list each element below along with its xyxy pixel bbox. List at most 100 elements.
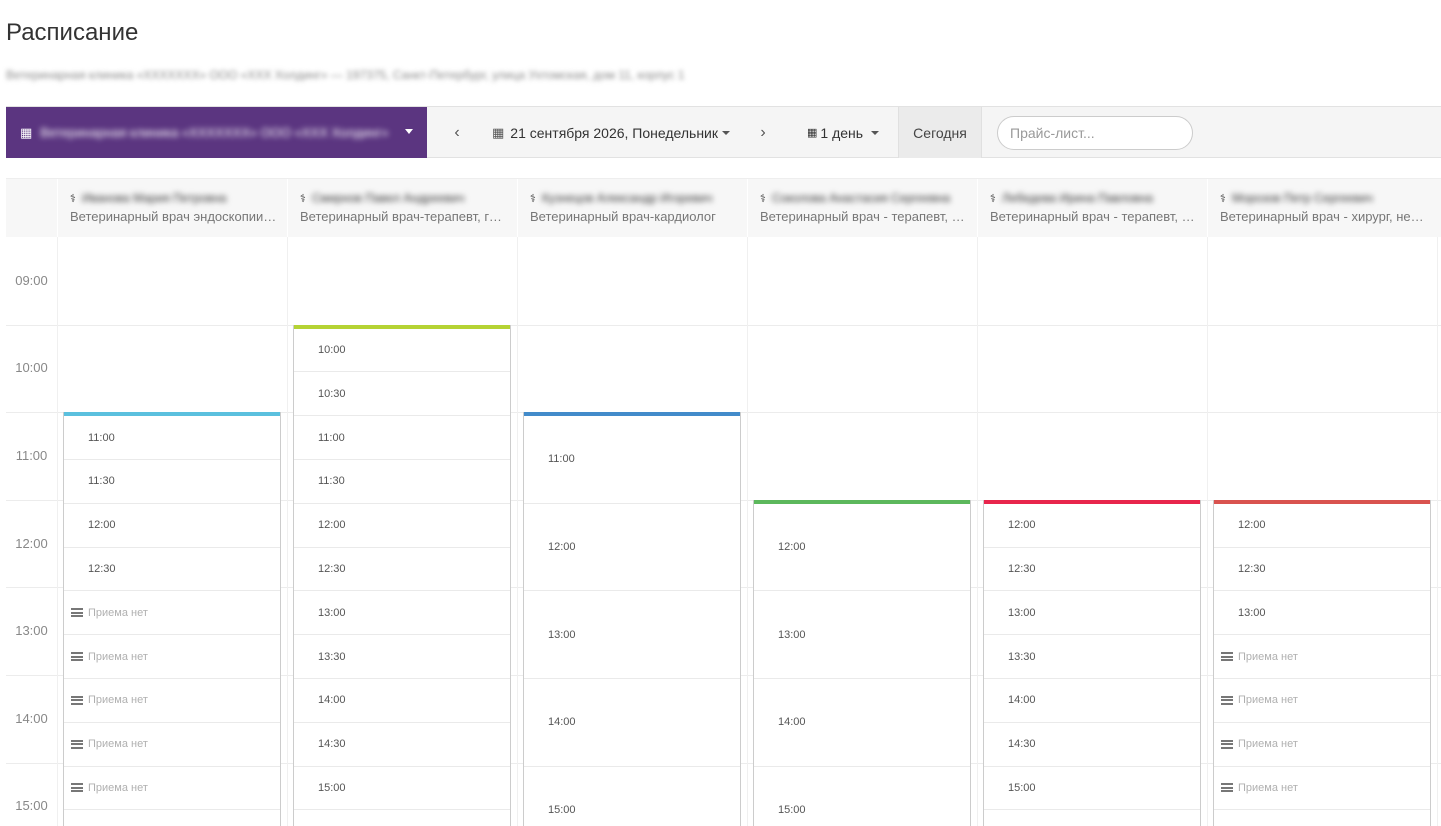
time-slot[interactable]: 13:30: [984, 635, 1200, 679]
time-slot[interactable]: 13:00: [754, 591, 970, 679]
slot-time: 14:00: [778, 716, 806, 729]
time-slot[interactable]: 14:30: [984, 723, 1200, 767]
today-button[interactable]: Сегодня: [898, 107, 982, 158]
slot-time: 15:00: [778, 803, 806, 816]
time-slot[interactable]: 14:00: [754, 679, 970, 767]
time-slot[interactable]: 14:00: [984, 679, 1200, 723]
doctor-schedule-block: 11:00 12:00 13:00 14:00 15:00: [523, 412, 741, 826]
slot-time: 11:30: [318, 475, 345, 488]
no-appointment-text: Приема нет: [1238, 694, 1298, 707]
time-slot[interactable]: 15:30: [984, 810, 1200, 826]
slot-time: 14:30: [1008, 738, 1036, 751]
doctor-header-row: ⚕ Иванова Мария Петровна Ветеринарный врач…: [6, 178, 1441, 238]
doctor-name-row: ⚕ Морозов Петр Сергеевич: [1220, 188, 1437, 208]
doctor-name: Смирнов Павел Андреевич: [311, 191, 465, 205]
time-slot[interactable]: 12:00: [524, 504, 740, 592]
schedule-toolbar: ▦ Ветеринарная клиника «ХХХХХХХ» ООО «ХХ…: [6, 106, 1441, 158]
prev-day-button[interactable]: ‹: [454, 123, 460, 141]
doctor-schedule-block: 12:00 12:30 13:00 Приема нет Приема нет Прием…: [1213, 499, 1431, 826]
slot-time: 13:30: [318, 650, 346, 663]
time-slot[interactable]: 12:00: [984, 504, 1200, 548]
time-slot[interactable]: 11:00: [524, 416, 740, 504]
no-appointment-text: Приема нет: [88, 738, 148, 751]
slot-time: 15:00: [548, 803, 576, 816]
time-slot[interactable]: 10:30: [294, 372, 510, 417]
grid-icon: ▦: [807, 127, 817, 139]
doctor-name-row: ⚕ Иванова Мария Петровна: [70, 188, 287, 208]
time-slot[interactable]: 11:30: [64, 460, 280, 504]
time-slot[interactable]: 11:00: [64, 416, 280, 460]
time-slot[interactable]: 10:00: [294, 329, 510, 373]
no-appointment-slot[interactable]: Приема нет: [64, 767, 280, 811]
hour-divider: [6, 324, 1441, 326]
time-slot[interactable]: 13:00: [984, 591, 1200, 636]
clinic-select[interactable]: ▦ Ветеринарная клиника «ХХХХХХХ» ООО «ХХ…: [6, 107, 427, 158]
no-appointment-slot[interactable]: Приема нет: [64, 723, 280, 767]
time-slot[interactable]: 13:00: [524, 591, 740, 679]
view-mode-select[interactable]: ▦ 1 день: [807, 107, 880, 158]
date-picker[interactable]: ▦ 21 сентября 2026, Понедельник: [492, 107, 730, 158]
no-appointment-text: Приема нет: [1238, 781, 1298, 794]
column-divider: [1207, 237, 1208, 826]
time-slot[interactable]: 12:00: [64, 504, 280, 548]
slot-time: 14:00: [548, 716, 576, 729]
no-appointment-label: Приема нет: [1214, 782, 1298, 794]
no-appointment-slot[interactable]: Приема нет: [64, 591, 280, 636]
time-slot[interactable]: 15:00: [754, 767, 970, 826]
doctor-specialty: Ветеринарный врач-кардиолог: [530, 209, 716, 224]
slot-time: 11:00: [318, 431, 345, 444]
hour-label: 11:00: [15, 448, 48, 463]
no-appointment-slot[interactable]: Приема нет: [1214, 635, 1430, 679]
slot-time: 12:00: [548, 541, 576, 554]
doctor-color-bar: [754, 499, 970, 504]
time-slot[interactable]: 14:00: [294, 679, 510, 723]
time-slot[interactable]: 15:30: [64, 810, 280, 826]
menu-icon: [1221, 739, 1233, 749]
time-slot[interactable]: 14:30: [294, 723, 510, 767]
doctor-color-bar: [64, 412, 280, 417]
no-appointment-slot[interactable]: Приема нет: [64, 679, 280, 723]
time-slot[interactable]: 15:00: [984, 767, 1200, 811]
time-slot[interactable]: 12:00: [754, 504, 970, 592]
doctor-color-bar: [984, 499, 1200, 504]
time-slot[interactable]: 12:30: [64, 548, 280, 592]
doctor-name: Иванова Мария Петровна: [81, 191, 227, 205]
time-slot[interactable]: 12:00: [294, 504, 510, 548]
slot-time: 13:30: [1008, 650, 1036, 663]
no-appointment-label: Приема нет: [64, 738, 148, 750]
time-slot[interactable]: 13:00: [294, 591, 510, 636]
hour-label: 12:00: [15, 535, 48, 551]
time-slot[interactable]: 12:30: [294, 548, 510, 592]
time-slot[interactable]: 13:00: [1214, 591, 1430, 636]
time-slot[interactable]: 11:30: [294, 460, 510, 504]
slot-time: 12:00: [1008, 519, 1036, 532]
time-slot[interactable]: 12:00: [1214, 504, 1430, 548]
slot-time: 10:00: [318, 343, 346, 356]
slot-time: 14:00: [318, 694, 346, 707]
price-list-search-input[interactable]: [997, 116, 1193, 150]
no-appointment-slot[interactable]: Приема нет: [1214, 810, 1430, 826]
calendar-icon: ▦: [492, 124, 505, 140]
time-slot[interactable]: 15:00: [524, 767, 740, 826]
time-slot[interactable]: 12:30: [1214, 548, 1430, 592]
no-appointment-slot[interactable]: Приема нет: [1214, 767, 1430, 811]
no-appointment-slot[interactable]: Приема нет: [1214, 679, 1430, 723]
no-appointment-slot[interactable]: Приема нет: [64, 635, 280, 679]
time-slot[interactable]: 13:30: [294, 635, 510, 679]
slot-time: 12:00: [1238, 519, 1266, 532]
no-appointment-text: Приема нет: [88, 606, 148, 619]
time-slot[interactable]: 12:30: [984, 548, 1200, 592]
schedule-body: 09:00 10:00 11:00 12:00 13:00 14:00 15:00 11:00…: [6, 237, 1441, 826]
menu-icon: [71, 739, 83, 749]
time-slot[interactable]: 15:30: [294, 810, 510, 826]
hour-label: 14:00: [15, 710, 48, 726]
time-slot[interactable]: 11:00: [294, 416, 510, 460]
slot-time: 12:00: [88, 519, 116, 532]
clinic-select-label: Ветеринарная клиника «ХХХХХХХ» ООО «ХХХ …: [40, 125, 389, 140]
time-slot[interactable]: 15:00: [294, 767, 510, 811]
next-day-button[interactable]: ›: [760, 123, 766, 141]
time-slot[interactable]: 14:00: [524, 679, 740, 767]
slot-time: 15:00: [318, 781, 346, 794]
slot-time: 13:00: [1008, 606, 1036, 619]
no-appointment-slot[interactable]: Приема нет: [1214, 723, 1430, 767]
